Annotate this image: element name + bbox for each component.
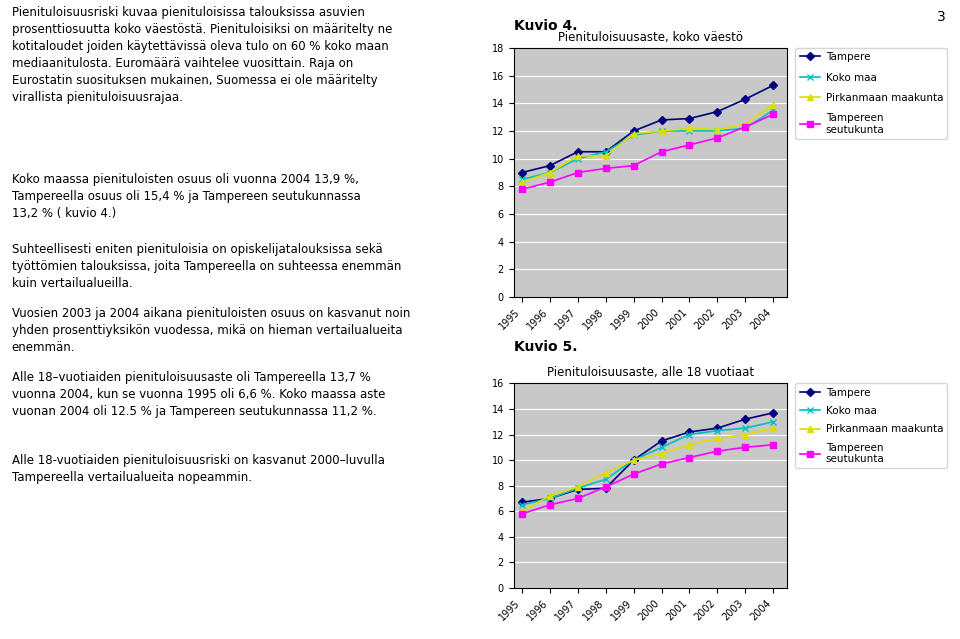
Legend: Tampere, Koko maa, Pirkanmaan maakunta, Tampereen
seutukunta: Tampere, Koko maa, Pirkanmaan maakunta, … [796, 48, 948, 139]
Text: 3: 3 [937, 10, 946, 24]
Text: Alle 18-vuotiaiden pienituloisuusriski on kasvanut 2000–luvulla
Tampereella vert: Alle 18-vuotiaiden pienituloisuusriski o… [12, 454, 384, 484]
Text: Pienituloisuusriski kuvaa pienituloisissa talouksissa asuvien
prosenttiosuutta k: Pienituloisuusriski kuvaa pienituloisiss… [12, 6, 392, 104]
Title: Pienituloisuusaste, alle 18 vuotiaat: Pienituloisuusaste, alle 18 vuotiaat [547, 366, 754, 380]
Title: Pienituloisuusaste, koko väestö: Pienituloisuusaste, koko väestö [558, 31, 743, 44]
Text: Alle 18–vuotiaiden pienituloisuusaste oli Tampereella 13,7 %
vuonna 2004, kun se: Alle 18–vuotiaiden pienituloisuusaste ol… [12, 371, 385, 418]
Legend: Tampere, Koko maa, Pirkanmaan maakunta, Tampereen
seutukunta: Tampere, Koko maa, Pirkanmaan maakunta, … [796, 383, 948, 468]
Text: Vuosien 2003 ja 2004 aikana pienituloisten osuus on kasvanut noin
yhden prosentt: Vuosien 2003 ja 2004 aikana pienituloist… [12, 307, 410, 354]
Text: Koko maassa pienituloisten osuus oli vuonna 2004 13,9 %,
Tampereella osuus oli 1: Koko maassa pienituloisten osuus oli vuo… [12, 173, 360, 220]
Text: Suhteellisesti eniten pienituloisia on opiskelijatalouksissa sekä
työttömien tal: Suhteellisesti eniten pienituloisia on o… [12, 243, 401, 290]
Text: Kuvio 5.: Kuvio 5. [514, 340, 577, 354]
Text: Kuvio 4.: Kuvio 4. [514, 19, 577, 33]
